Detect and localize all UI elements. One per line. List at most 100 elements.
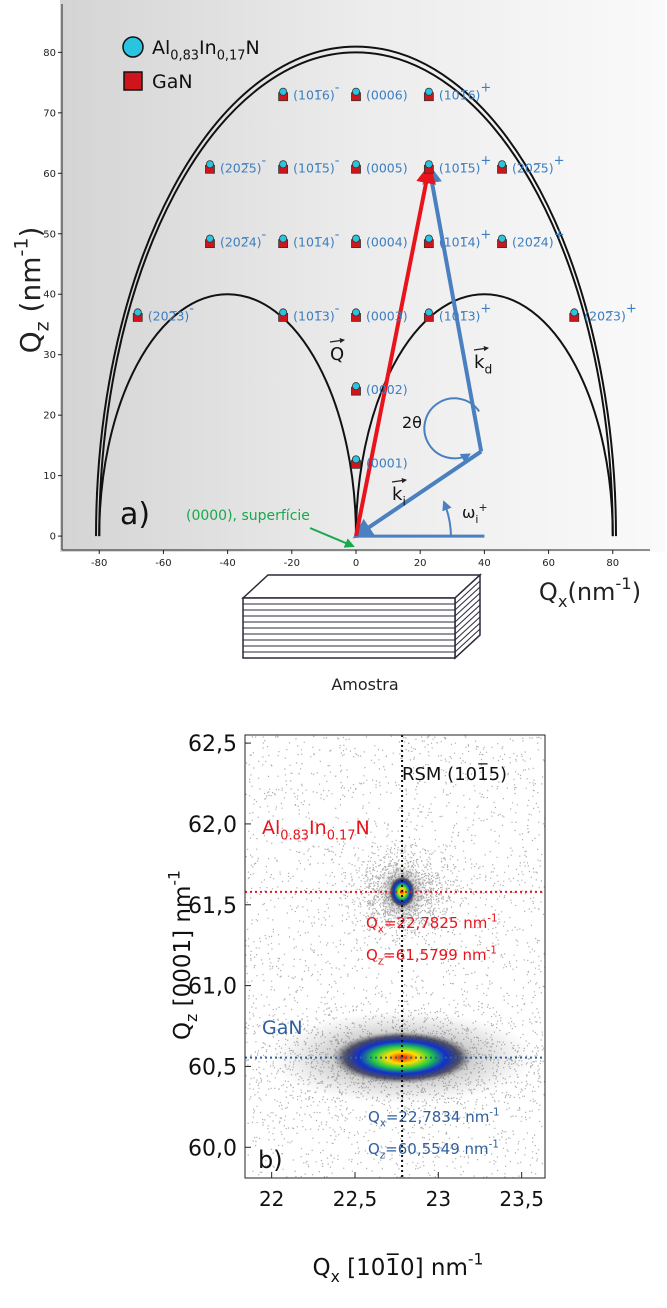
two-theta-arc	[423, 397, 480, 463]
text-part: Al	[152, 37, 170, 59]
y-tick-label: 0	[50, 532, 56, 543]
x-tick-label: 20	[414, 558, 427, 569]
alinn-marker	[424, 160, 433, 169]
x-axis-title: Qx(nm-1)	[539, 574, 641, 611]
text-part: Q	[170, 1022, 196, 1040]
surface-label: (0000), superfície	[186, 508, 310, 524]
reflection-sign: -	[262, 228, 267, 243]
text-part: N	[245, 37, 259, 59]
x-tick-label: 22,5	[333, 1187, 378, 1211]
text-part: k	[474, 352, 485, 373]
alinn-marker	[351, 308, 360, 317]
surface-arrow	[309, 527, 355, 548]
text-part: [101̅0] nm	[340, 1253, 468, 1281]
y-tick-label: 61,5	[188, 894, 237, 919]
text-sub: 0.83	[280, 829, 309, 844]
vector-label: kd	[474, 352, 492, 376]
peak-qx-label: Qx=22,7834 nm-1	[368, 1107, 500, 1129]
vector-label-arrow	[391, 478, 408, 484]
two-theta-label: 2θ	[402, 413, 422, 432]
panel-a-background	[60, 0, 665, 552]
reflection-label: (0002)	[366, 382, 408, 397]
vector	[352, 449, 483, 539]
text-part: GaN	[262, 1017, 303, 1039]
alinn-marker	[570, 308, 579, 317]
x-tick-label: -40	[219, 558, 235, 569]
panel-label: a)	[120, 497, 150, 532]
alinn-marker	[205, 234, 214, 243]
text-part: Q	[366, 946, 378, 964]
y-tick-label: 80	[43, 48, 56, 59]
text-part: Q	[368, 1108, 380, 1126]
alinn-marker	[205, 160, 214, 169]
text-sub: x	[558, 592, 568, 611]
reflection-sign: +	[480, 228, 491, 243]
alinn-marker	[424, 308, 433, 317]
y-axis-title: Qz (nm-1)	[10, 227, 53, 354]
peak-qx-label: Qx=22,7825 nm-1	[366, 913, 498, 935]
reflection-sign: +	[480, 81, 491, 96]
vector-label-arrow	[329, 338, 346, 344]
text-part: Q	[368, 1140, 380, 1158]
alinn-marker	[498, 160, 507, 169]
rsm-title: RSM (101̅5)	[402, 763, 507, 785]
y-tick-label: 60,5	[188, 1055, 237, 1080]
alinn-marker	[351, 234, 360, 243]
text-sub: 0,83	[170, 49, 199, 64]
y-tick-label: 60,0	[188, 1136, 237, 1161]
text-sub: z	[182, 1014, 201, 1022]
text-sub: z	[380, 1151, 385, 1162]
y-tick-label: 10	[43, 471, 56, 482]
panel-label: b)	[258, 1146, 283, 1174]
legend-marker	[122, 36, 144, 58]
text-part: =22,7825 nm	[384, 914, 487, 932]
reflection-label: (0004)	[366, 235, 408, 250]
reflection-label: (0001)	[366, 455, 408, 470]
reflection-sign: +	[480, 301, 491, 316]
x-axis-title: Qx [101̅0] nm-1	[312, 1250, 483, 1286]
ewald-limit	[355, 293, 614, 537]
reflection-sign: -	[335, 228, 340, 243]
text-part: (nm	[14, 257, 47, 322]
text-part: )	[632, 578, 641, 606]
alinn-marker	[133, 308, 142, 317]
text-part: )	[14, 227, 47, 238]
x-tick-label: 40	[478, 558, 491, 569]
text-part: In	[199, 37, 217, 59]
alinn-marker	[351, 87, 360, 96]
alinn-marker	[351, 160, 360, 169]
text-part: Q	[14, 331, 47, 353]
alinn-marker	[424, 234, 433, 243]
alinn-marker	[351, 455, 360, 464]
text-part: Al	[262, 817, 280, 839]
vector	[422, 163, 484, 452]
ewald-limit	[98, 293, 357, 537]
x-tick-label: 60	[542, 558, 555, 569]
reflection-label: (0003)	[366, 308, 408, 323]
omega-label: ωi+	[462, 501, 488, 526]
x-tick-label: -60	[155, 558, 171, 569]
vector	[354, 163, 436, 537]
y-tick-label: 30	[43, 350, 56, 361]
x-tick-label: -20	[284, 558, 300, 569]
ewald-limit	[95, 45, 617, 537]
plot-frame	[244, 734, 546, 1179]
text-sub: x	[331, 1267, 340, 1286]
ewald-limit	[98, 52, 614, 537]
alinn-marker	[279, 87, 288, 96]
reflection-sign: +	[626, 301, 637, 316]
vector-label: Q	[330, 344, 344, 365]
peak-name: Al0.83In0.17N	[262, 817, 370, 844]
y-tick-label: 62,0	[188, 813, 237, 838]
text-part: =22,7834 nm	[386, 1108, 489, 1126]
reflection-sign: -	[262, 153, 267, 168]
legend-label: Al0,83In0,17N	[152, 37, 260, 64]
sample-label: Amostra	[331, 675, 398, 694]
alinn-marker	[424, 87, 433, 96]
reflection-sign: -	[335, 81, 340, 96]
x-tick-label: 0	[353, 558, 359, 569]
omega-arc	[442, 500, 452, 537]
text-part: Q	[312, 1255, 330, 1281]
y-tick-label: 61,0	[188, 975, 237, 1000]
